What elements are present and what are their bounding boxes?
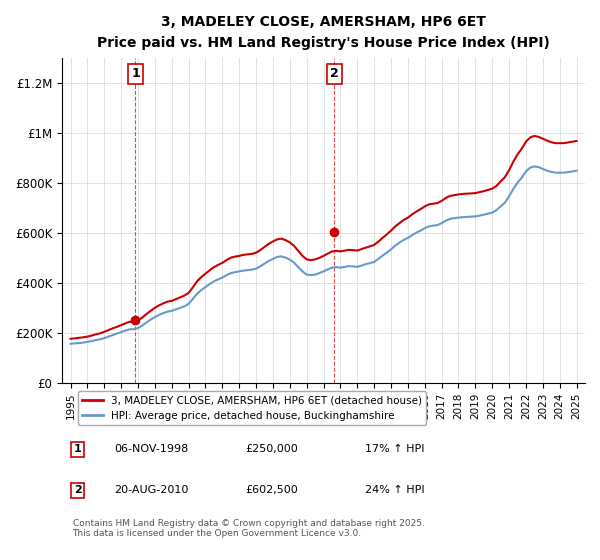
Text: 06-NOV-1998: 06-NOV-1998 (115, 445, 188, 454)
Text: 2: 2 (74, 486, 82, 496)
Text: £602,500: £602,500 (245, 486, 298, 496)
Text: 2: 2 (330, 67, 338, 81)
Text: 20-AUG-2010: 20-AUG-2010 (115, 486, 189, 496)
Text: 1: 1 (74, 445, 82, 454)
Text: 24% ↑ HPI: 24% ↑ HPI (365, 486, 425, 496)
Title: 3, MADELEY CLOSE, AMERSHAM, HP6 6ET
Price paid vs. HM Land Registry's House Pric: 3, MADELEY CLOSE, AMERSHAM, HP6 6ET Pric… (97, 15, 550, 50)
Text: 17% ↑ HPI: 17% ↑ HPI (365, 445, 425, 454)
Legend: 3, MADELEY CLOSE, AMERSHAM, HP6 6ET (detached house), HPI: Average price, detach: 3, MADELEY CLOSE, AMERSHAM, HP6 6ET (det… (78, 391, 426, 425)
Text: Contains HM Land Registry data © Crown copyright and database right 2025.
This d: Contains HM Land Registry data © Crown c… (73, 519, 424, 538)
Text: 1: 1 (131, 67, 140, 81)
Text: £250,000: £250,000 (245, 445, 298, 454)
